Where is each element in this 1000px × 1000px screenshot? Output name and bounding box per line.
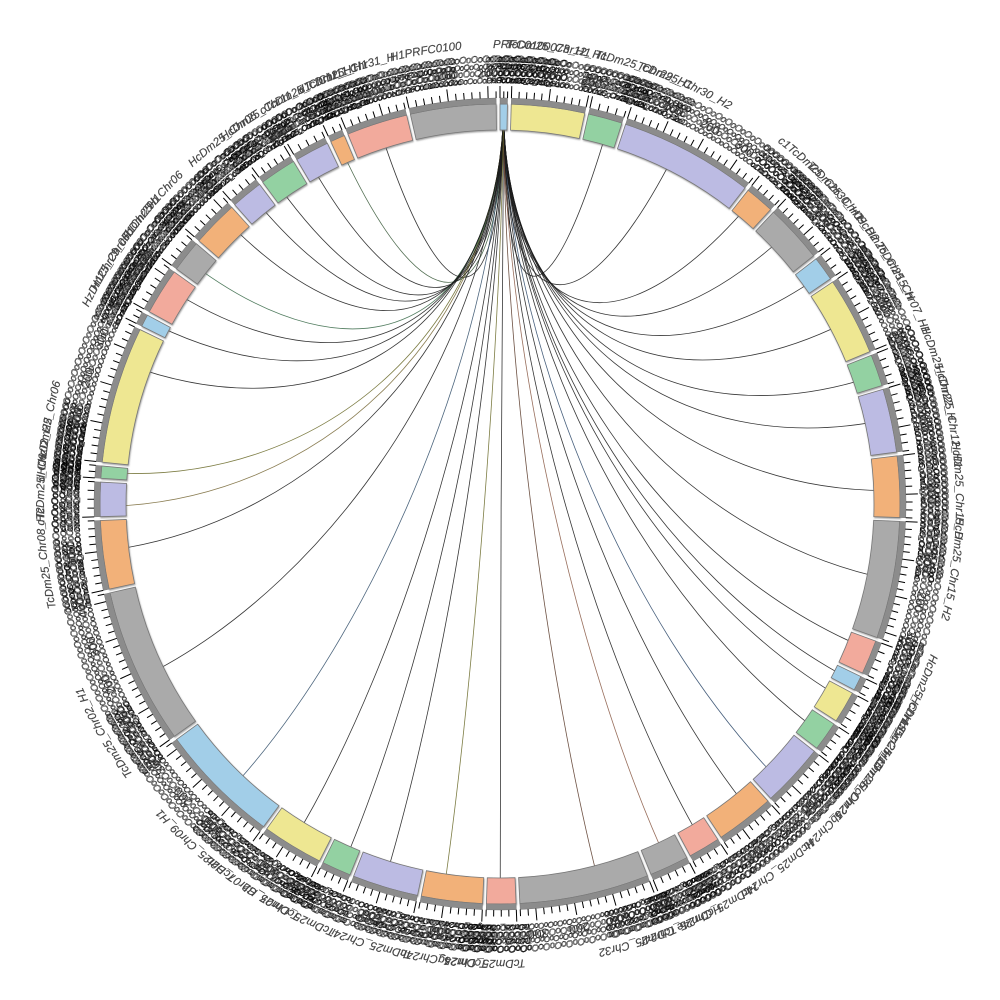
svg-text:300: 300	[527, 925, 549, 941]
svg-text:100: 100	[428, 922, 451, 939]
svg-text:100: 100	[434, 68, 457, 85]
svg-text:100: 100	[924, 483, 938, 504]
svg-text:100: 100	[541, 68, 563, 84]
svg-text:200: 200	[477, 66, 498, 81]
svg-text:100: 100	[919, 551, 936, 574]
svg-text:100: 100	[64, 544, 80, 566]
